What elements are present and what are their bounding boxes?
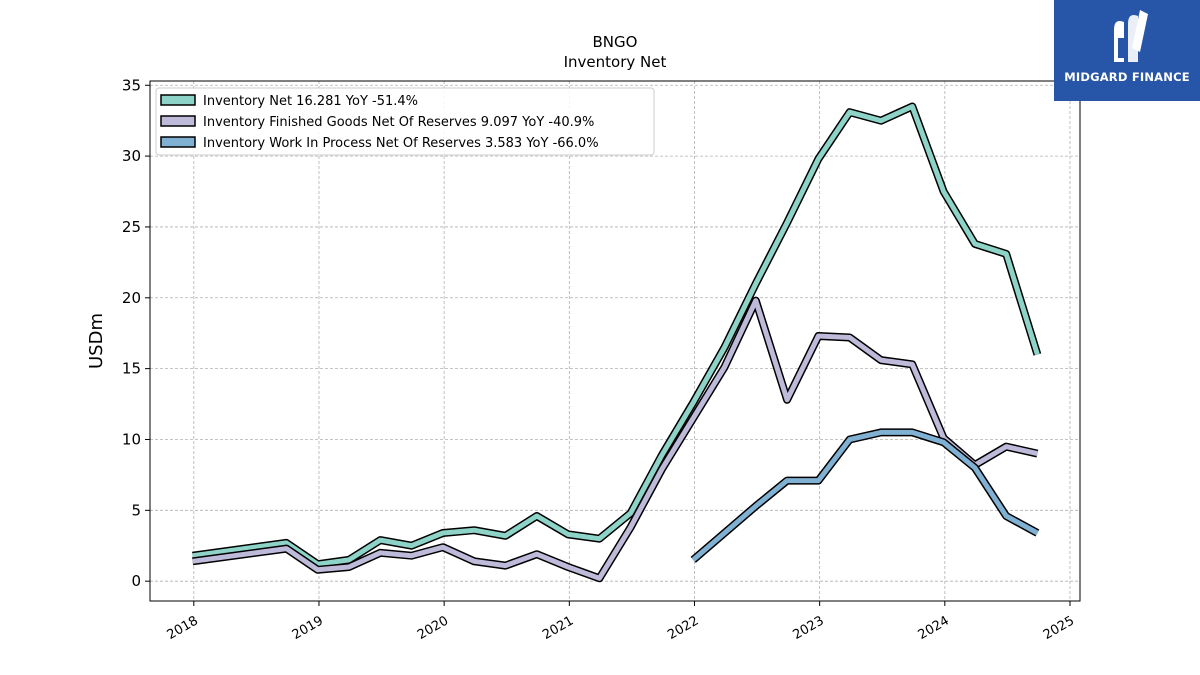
series-outline-1 (192, 102, 1042, 569)
x-tick-label: 2021 (540, 613, 576, 643)
legend-label-2: Inventory Finished Goods Net Of Reserves… (203, 115, 594, 130)
series-line-3 (691, 429, 1039, 562)
x-tick-label: 2018 (165, 613, 201, 643)
chart-title: BNGO (593, 33, 638, 51)
brand-logo: MIDGARD FINANCE (1054, 0, 1200, 101)
grid (150, 81, 1080, 601)
y-tick-label: 15 (122, 360, 141, 378)
x-axis: 2018 2019 2020 2021 2022 2023 2024 2025 (165, 601, 1077, 643)
x-tick-label: 2023 (790, 613, 826, 643)
y-axis-label: USDm (86, 313, 107, 369)
legend-swatch-2 (160, 115, 196, 127)
legend-label-3: Inventory Work In Process Net Of Reserve… (203, 136, 599, 151)
y-tick-label: 35 (122, 76, 141, 94)
legend-swatch-3 (160, 136, 196, 148)
x-tick-label: 2022 (665, 613, 701, 643)
y-tick-label: 0 (131, 572, 141, 590)
x-tick-label: 2025 (1041, 613, 1077, 643)
y-tick-label: 5 (131, 501, 141, 519)
y-tick-label: 30 (122, 147, 141, 165)
logo-text: MIDGARD FINANCE (1064, 70, 1190, 84)
series-layer (192, 102, 1042, 583)
series-line-1 (192, 104, 1040, 567)
legend-box (155, 87, 655, 156)
y-axis: 0 5 10 15 20 25 30 35 (122, 76, 150, 590)
chart-subtitle: Inventory Net (564, 53, 667, 71)
y-tick-label: 25 (122, 218, 141, 236)
legend-swatch-1 (160, 94, 196, 106)
y-tick-label: 20 (122, 289, 141, 307)
x-tick-label: 2024 (916, 613, 952, 643)
y-tick-label: 10 (122, 430, 141, 448)
series-outline-3 (690, 428, 1040, 563)
x-tick-label: 2019 (290, 613, 326, 643)
plot-frame (149, 80, 1081, 602)
legend-label-1: Inventory Net 16.281 YoY -51.4% (203, 94, 418, 109)
x-tick-label: 2020 (415, 613, 451, 643)
logo-mark-icon (1114, 10, 1148, 62)
legend: Inventory Net 16.281 YoY -51.4% Inventory… (155, 87, 655, 156)
series-line-2 (192, 298, 1038, 581)
